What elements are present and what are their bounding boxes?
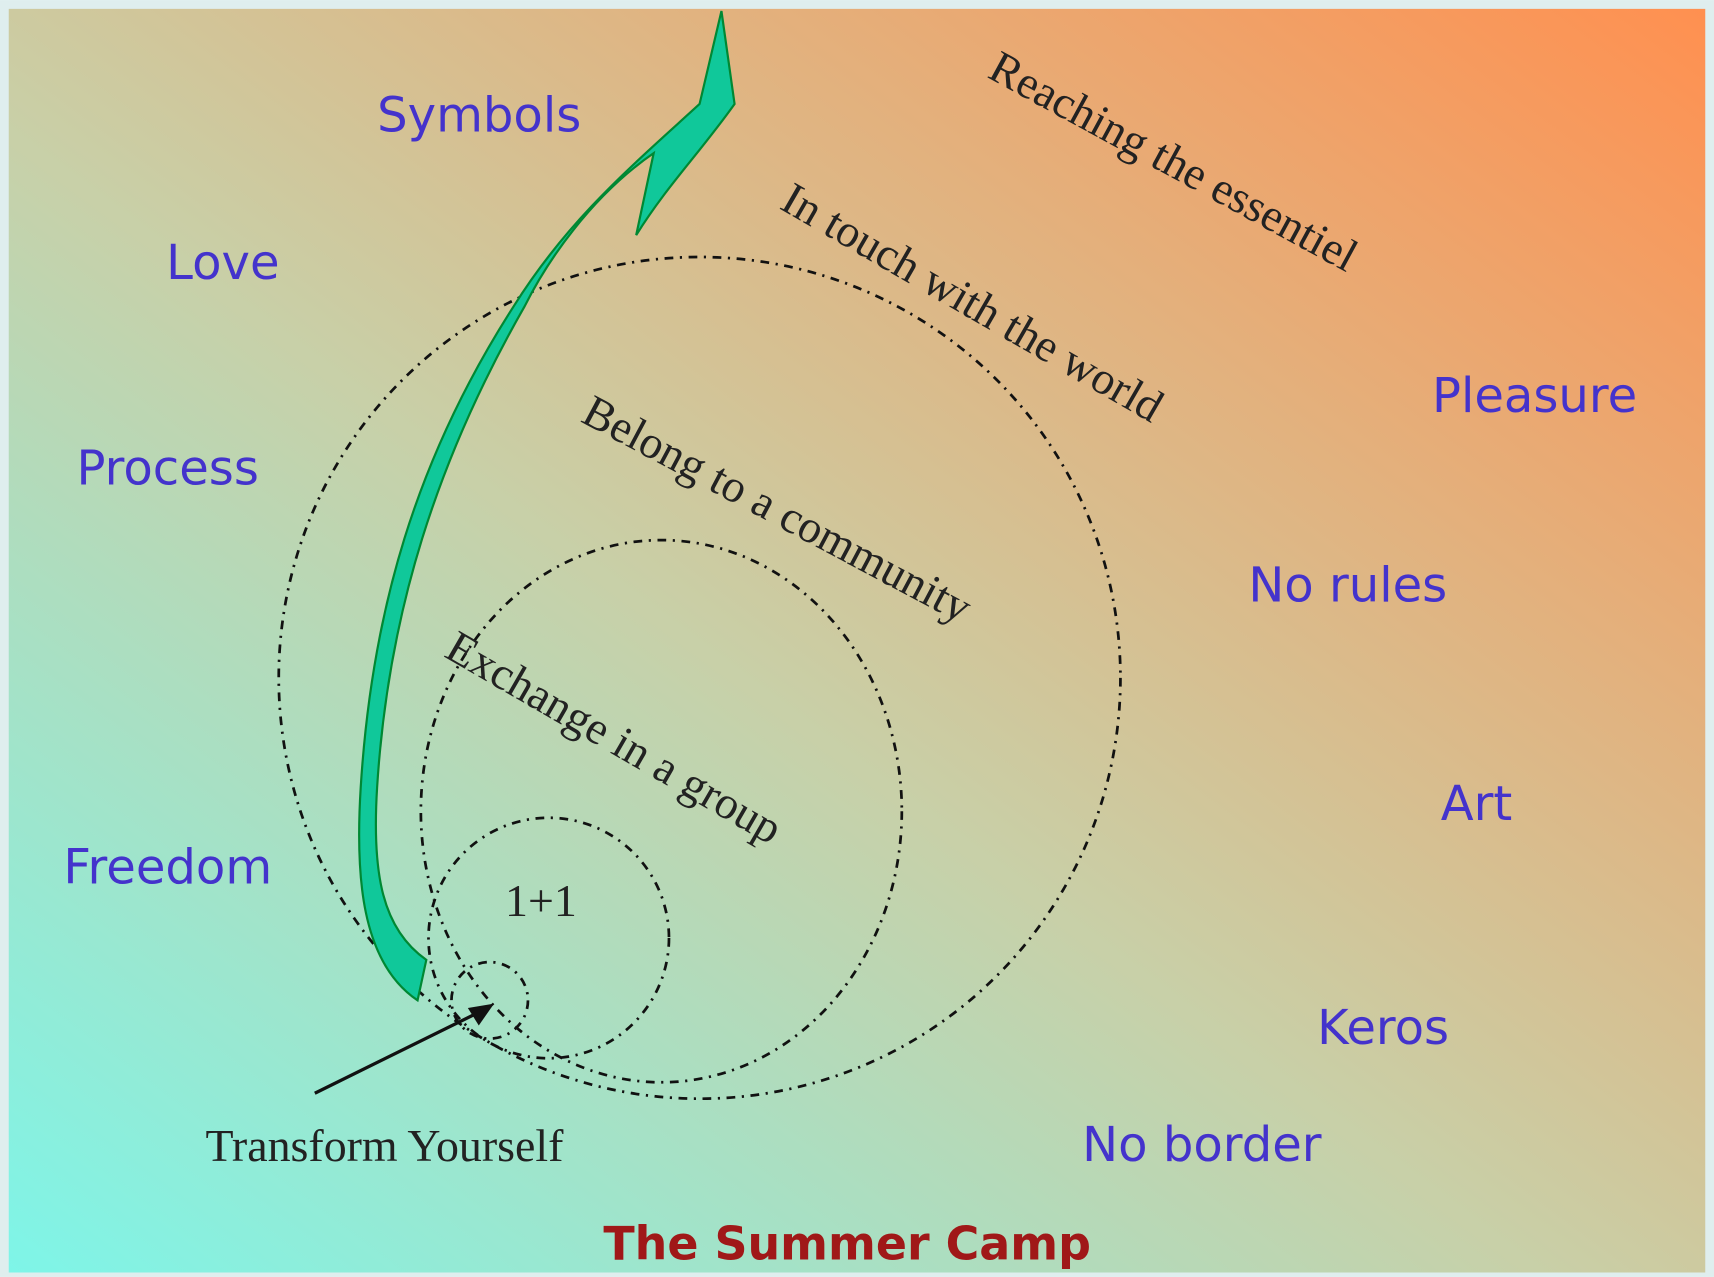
word: Symbols bbox=[377, 87, 581, 143]
word: Keros bbox=[1317, 1000, 1449, 1056]
word: Pleasure bbox=[1432, 368, 1637, 424]
title: The Summer Camp bbox=[603, 1216, 1091, 1270]
word: Freedom bbox=[63, 839, 272, 895]
diagram: Symbols Love Process Freedom Pleasure No… bbox=[0, 0, 1714, 1277]
word: No border bbox=[1082, 1117, 1322, 1173]
word: Art bbox=[1441, 776, 1513, 832]
word: No rules bbox=[1248, 557, 1447, 613]
word: Love bbox=[166, 235, 279, 291]
page: Symbols Love Process Freedom Pleasure No… bbox=[0, 0, 1714, 1277]
level-label: 1+1 bbox=[505, 875, 577, 926]
background bbox=[9, 9, 1706, 1273]
word: Process bbox=[77, 440, 259, 496]
pointer-label: Transform Yourself bbox=[206, 1120, 565, 1171]
